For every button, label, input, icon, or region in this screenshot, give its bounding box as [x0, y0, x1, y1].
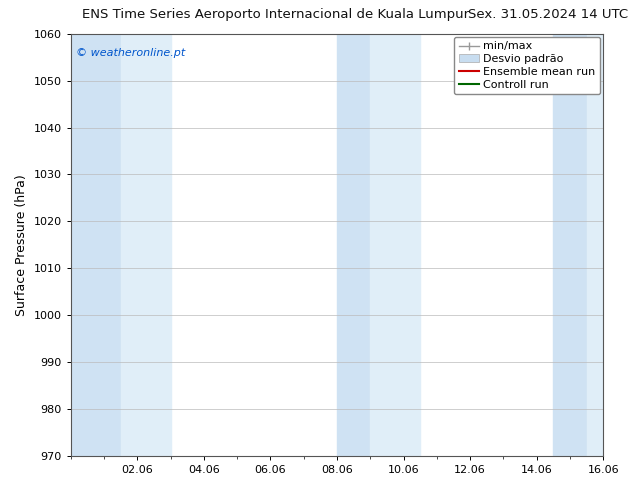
Legend: min/max, Desvio padrão, Ensemble mean run, Controll run: min/max, Desvio padrão, Ensemble mean ru… [455, 37, 600, 94]
Y-axis label: Surface Pressure (hPa): Surface Pressure (hPa) [15, 174, 28, 316]
Bar [370, 34, 420, 456]
Bar [71, 34, 120, 456]
Text: © weatheronline.pt: © weatheronline.pt [76, 49, 185, 58]
Bar [120, 34, 171, 456]
Bar [553, 34, 586, 456]
Bar [586, 34, 603, 456]
Bar [337, 34, 370, 456]
Text: Sex. 31.05.2024 14 UTC: Sex. 31.05.2024 14 UTC [467, 8, 628, 21]
Text: ENS Time Series Aeroporto Internacional de Kuala Lumpur: ENS Time Series Aeroporto Internacional … [82, 8, 470, 21]
